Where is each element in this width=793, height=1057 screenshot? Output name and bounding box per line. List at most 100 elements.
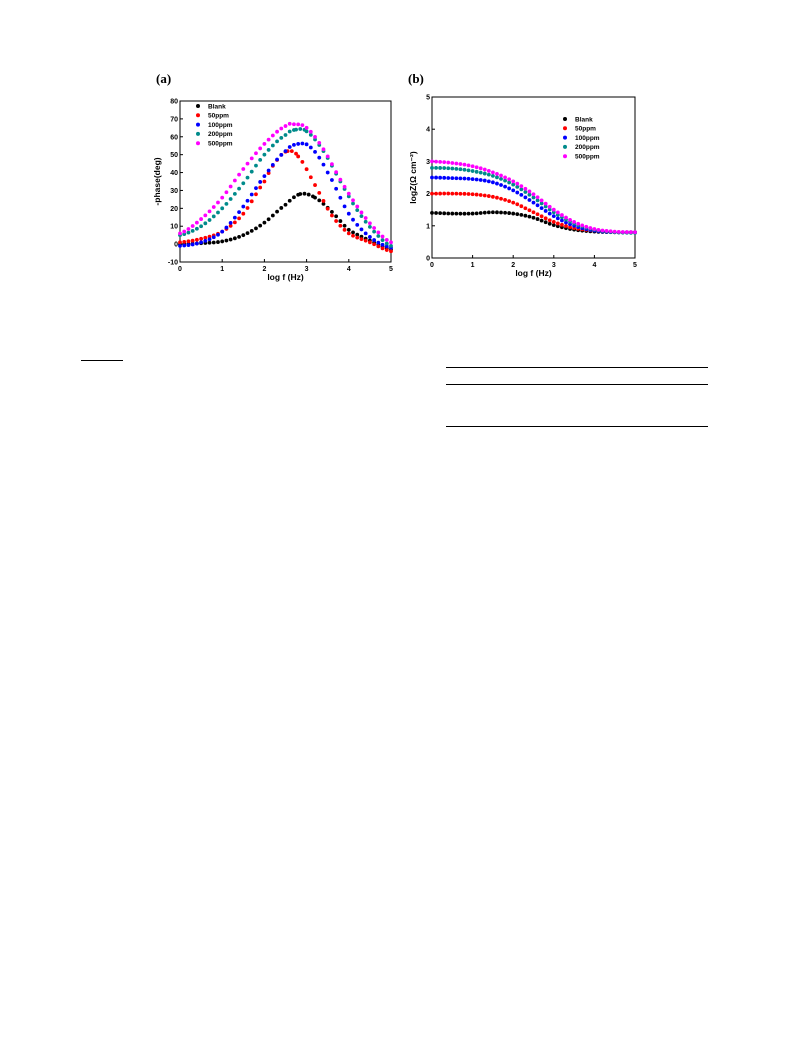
data-point [491, 173, 495, 178]
data-point [442, 191, 447, 196]
data-point [376, 244, 381, 249]
data-point [551, 223, 556, 228]
data-point [482, 167, 487, 172]
data-point [531, 195, 536, 200]
legend-entry: 500ppm [575, 154, 600, 161]
y-tick-label: 0 [174, 242, 178, 249]
data-point [462, 167, 467, 172]
data-point [438, 191, 443, 196]
data-point [194, 241, 199, 246]
legend-marker [563, 117, 567, 121]
data-point [434, 159, 438, 164]
data-point [547, 218, 552, 223]
data-point [503, 210, 507, 215]
data-point [178, 244, 182, 248]
data-point [258, 180, 263, 184]
data-point [359, 210, 364, 215]
y-tick-label: 40 [170, 170, 178, 177]
data-point [547, 204, 552, 209]
x-tick-label: 5 [389, 266, 393, 273]
data-point [300, 141, 305, 146]
data-point [515, 212, 520, 217]
table-rule-bottom [446, 426, 708, 427]
data-point [232, 178, 237, 183]
data-point [342, 227, 347, 232]
data-point [482, 171, 487, 176]
data-point [292, 142, 296, 147]
data-point [584, 224, 589, 229]
data-point [249, 228, 254, 233]
data-point [203, 238, 208, 243]
data-point [372, 226, 377, 230]
data-point [474, 211, 479, 216]
data-point [203, 221, 208, 226]
data-point [560, 218, 564, 223]
data-point [363, 216, 368, 220]
data-point [351, 217, 355, 222]
data-point [279, 135, 284, 140]
y-tick-label: 0 [426, 256, 430, 263]
data-point [346, 194, 351, 199]
data-point [216, 232, 220, 237]
data-point [270, 143, 275, 148]
data-point [482, 178, 487, 183]
data-point [302, 191, 307, 196]
legend-entry: 200ppm [575, 144, 600, 151]
legend-marker [196, 122, 200, 127]
data-point [612, 229, 617, 234]
data-point [511, 200, 516, 205]
data-point [389, 244, 393, 248]
data-point [474, 177, 479, 182]
data-point [560, 213, 564, 217]
data-point [555, 221, 560, 226]
legend-entry: Blank [575, 116, 593, 123]
data-point [466, 176, 471, 181]
data-point [499, 196, 503, 201]
data-point [224, 238, 229, 243]
x-axis-label: log f (Hz) [515, 268, 552, 278]
plot-frame [431, 96, 636, 259]
series-500ppm [178, 121, 393, 245]
table-rule-top [446, 367, 708, 368]
data-point [434, 211, 438, 215]
data-point [216, 210, 220, 215]
data-point [535, 195, 540, 200]
data-point [368, 224, 372, 229]
data-point [486, 210, 491, 215]
data-point [207, 218, 212, 222]
data-point [294, 151, 298, 156]
data-point [346, 211, 351, 216]
data-point [237, 234, 241, 239]
data-point [289, 149, 294, 153]
data-point [355, 208, 360, 213]
data-point [511, 188, 516, 193]
data-point [629, 230, 633, 235]
data-point [275, 209, 279, 214]
data-point [507, 177, 512, 182]
legend-marker [563, 154, 567, 159]
data-point [531, 210, 536, 215]
data-point [633, 230, 637, 235]
data-point [515, 202, 520, 207]
x-tick-label: 2 [511, 262, 515, 269]
data-point [321, 147, 326, 152]
data-point [283, 202, 288, 207]
data-point [351, 201, 355, 206]
data-point [495, 181, 499, 186]
data-point [249, 199, 254, 204]
data-point [503, 184, 507, 189]
data-point [317, 198, 322, 203]
data-point [491, 180, 495, 185]
data-point [527, 189, 532, 194]
data-point [211, 240, 216, 245]
data-point [241, 233, 246, 238]
data-point [372, 229, 377, 234]
data-point [434, 191, 438, 196]
data-point [220, 195, 225, 200]
data-point [384, 248, 389, 252]
data-point [304, 167, 309, 172]
y-tick-label: 2 [426, 191, 430, 198]
data-point [266, 137, 271, 142]
data-point [338, 177, 343, 182]
data-point [232, 220, 237, 225]
